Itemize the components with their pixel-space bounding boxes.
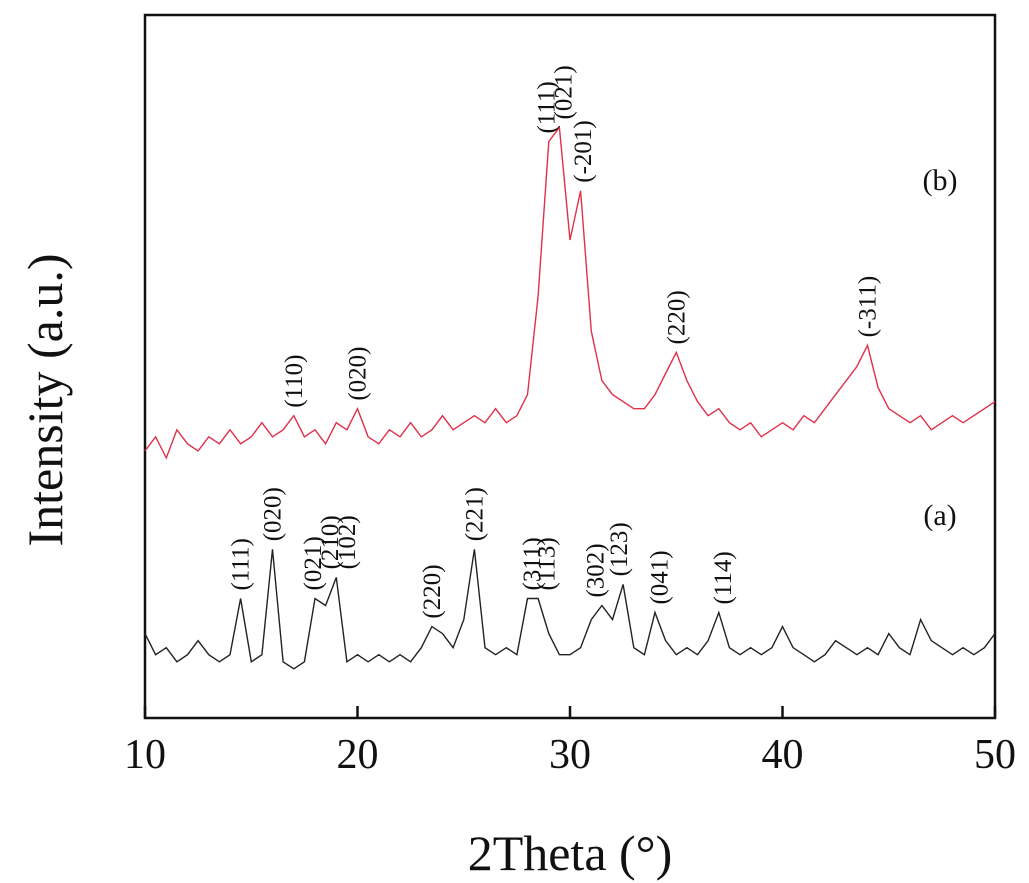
x-tick-label: 10 <box>124 732 166 778</box>
series-label: (a) <box>923 499 956 532</box>
peak-label: (020) <box>345 347 372 401</box>
peak-label: (-201) <box>570 120 597 182</box>
series-label: (b) <box>923 164 958 197</box>
peak-label: (221) <box>461 487 488 541</box>
peak-label: (311) <box>519 537 546 590</box>
x-axis-title: 2Theta (°) <box>468 825 673 881</box>
peak-label: (-311) <box>855 276 882 338</box>
peak-label: (302) <box>583 543 610 597</box>
x-tick-label: 20 <box>337 732 379 778</box>
x-tick-label: 40 <box>762 732 804 778</box>
peak-label: (041) <box>646 550 673 604</box>
peak-label: (220) <box>419 564 446 618</box>
peak-label: (021) <box>551 65 578 119</box>
series-line <box>144 549 996 670</box>
y-axis-title: Intensity (a.u.) <box>17 254 73 547</box>
peak-label: (220) <box>663 290 690 344</box>
peak-label: (020) <box>260 487 287 541</box>
peak-label: (110) <box>281 354 308 407</box>
peak-label: (102) <box>334 515 361 569</box>
peak-label: (021) <box>300 536 327 590</box>
peak-label: (113) <box>534 537 561 590</box>
peak-label: (123) <box>606 522 633 576</box>
peak-label: (111) <box>534 81 561 133</box>
series-line <box>144 125 996 460</box>
x-tick-label: 50 <box>974 732 1016 778</box>
x-tick-label: 30 <box>549 732 591 778</box>
peak-label: (114) <box>710 551 737 604</box>
peak-label: (210) <box>317 515 344 569</box>
peak-label: (111) <box>228 538 255 590</box>
